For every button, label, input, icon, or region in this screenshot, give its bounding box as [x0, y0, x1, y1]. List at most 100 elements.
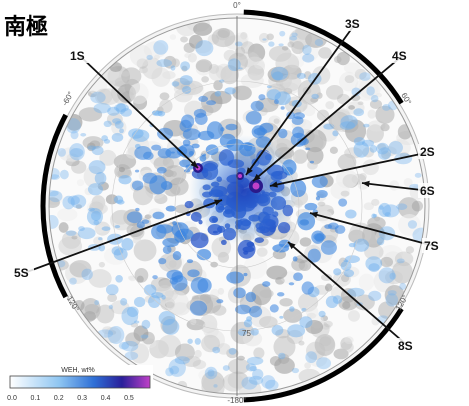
crater-shade	[340, 337, 353, 351]
weh-patch	[91, 145, 104, 156]
weh-patch	[168, 358, 186, 377]
weh-patch	[311, 175, 328, 188]
weh-patch	[234, 304, 252, 315]
crater-shade	[333, 56, 342, 63]
weh-patch	[253, 127, 268, 136]
weh-patch	[120, 297, 128, 306]
weh-patch	[146, 54, 153, 60]
site-label: 3S	[345, 17, 360, 31]
weh-patch	[265, 379, 279, 391]
weh-patch	[133, 320, 140, 324]
weh-patch	[87, 145, 97, 151]
weh-patch	[121, 306, 139, 326]
weh-patch	[237, 328, 248, 336]
weh-patch	[88, 160, 106, 175]
crater-shade	[195, 59, 213, 73]
crater-shade	[215, 63, 233, 80]
crater-shade	[388, 139, 411, 157]
weh-patch	[325, 295, 339, 309]
crater-shade	[159, 92, 170, 101]
crater-shade	[76, 179, 85, 187]
weh-patch	[314, 233, 324, 242]
weh-patch	[133, 296, 146, 308]
weh-patch	[396, 203, 408, 210]
weh-patch	[277, 292, 285, 297]
arrow-line	[269, 151, 431, 187]
crater-shade	[380, 256, 394, 268]
weh-patch	[191, 143, 200, 149]
page-title: 南極	[4, 14, 48, 39]
crater-shade	[132, 185, 153, 206]
crater-shade	[217, 287, 225, 295]
crater-shade	[283, 308, 303, 323]
weh-patch	[69, 147, 84, 158]
weh-patch	[238, 67, 243, 70]
crater-shade	[375, 92, 382, 98]
crater-shade	[98, 261, 106, 268]
crater-shade	[237, 355, 245, 361]
weh-patch	[258, 94, 266, 101]
weh-patch	[372, 214, 378, 218]
crater-shade	[389, 180, 400, 191]
crater-shade	[362, 159, 379, 176]
weh-patch	[278, 128, 288, 139]
crater-shade	[297, 79, 321, 105]
weh-patch	[228, 347, 237, 355]
label-bg	[343, 16, 365, 31]
crater-shade	[143, 41, 167, 59]
weh-patch	[272, 244, 290, 253]
crater-shade	[58, 236, 83, 256]
weh-patch	[170, 151, 175, 154]
crater-shade	[224, 35, 249, 50]
crater-shade	[93, 236, 104, 246]
label-bg	[418, 183, 440, 198]
weh-patch	[340, 260, 352, 271]
weh-patch	[302, 53, 315, 63]
weh-patch	[378, 205, 384, 210]
weh-patch	[175, 228, 194, 240]
weh-patch	[156, 166, 167, 174]
weh-patch	[287, 324, 306, 338]
crater-shade	[84, 303, 100, 315]
weh-patch	[314, 38, 324, 47]
weh-patch	[262, 38, 267, 41]
crater-shade	[88, 269, 112, 288]
weh-patch	[279, 30, 286, 37]
rim-arc	[243, 9, 404, 105]
weh-patch	[315, 196, 321, 201]
weh-patch	[182, 85, 192, 94]
weh-patch	[385, 293, 399, 307]
crater-shade	[367, 109, 376, 119]
weh-patch	[121, 237, 134, 251]
weh-patch	[304, 202, 318, 211]
weh-patch	[152, 275, 158, 280]
crater-shade	[150, 277, 172, 292]
crater-shade	[162, 70, 176, 80]
weh-patch	[162, 318, 180, 335]
colorbar-tick: 0.2	[54, 395, 64, 402]
weh-patch	[189, 300, 208, 316]
crater-shade	[153, 156, 175, 172]
weh-patch	[332, 130, 339, 137]
weh-patch	[212, 346, 221, 354]
weh-patch	[120, 108, 132, 117]
weh-patch	[347, 287, 365, 297]
crater-shade	[94, 221, 111, 236]
weh-patch	[273, 99, 279, 105]
weh-patch	[103, 138, 111, 144]
weh-patch	[353, 141, 370, 158]
arrow-head	[270, 181, 278, 188]
crater-shade	[324, 283, 333, 292]
crater-shade	[298, 260, 312, 272]
crater-shade	[136, 58, 149, 69]
crater-shade	[189, 84, 205, 97]
arrow-head	[190, 160, 198, 168]
weh-patch	[131, 129, 150, 142]
weh-patch	[327, 222, 339, 230]
crater-shade	[281, 46, 289, 51]
weh-patch	[323, 123, 335, 130]
weh-patch	[396, 258, 405, 264]
crater-shade	[208, 63, 220, 75]
weh-patch	[243, 272, 248, 277]
crater-shade	[129, 44, 153, 67]
